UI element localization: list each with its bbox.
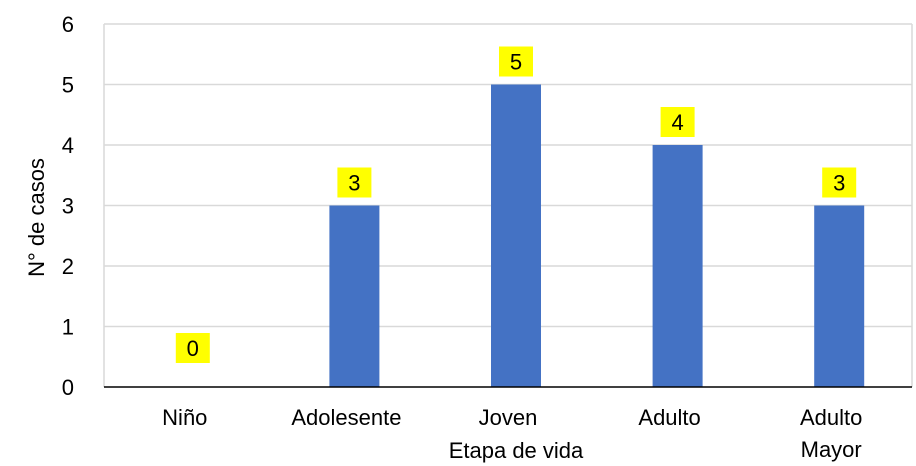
y-tick-label: 5 — [62, 73, 74, 98]
x-tick-label: Adulto Mayor — [800, 405, 862, 462]
bar — [491, 84, 541, 387]
x-tick-label: Adolesente — [291, 405, 401, 430]
data-label-background — [337, 167, 372, 198]
x-axis-title: Etapa de vida — [449, 438, 584, 463]
data-label-background — [660, 107, 695, 137]
data-label-background — [175, 333, 210, 363]
data-label-value: 0 — [187, 336, 199, 361]
data-label-value: 3 — [348, 171, 360, 196]
bar — [329, 205, 380, 387]
bar — [814, 205, 865, 387]
data-label: 3 — [337, 167, 372, 198]
y-tick-label: 4 — [62, 133, 74, 158]
data-label-value: 4 — [671, 110, 683, 135]
data-label-background — [822, 167, 857, 198]
data-label-value: 3 — [833, 171, 845, 196]
y-tick-label: 0 — [62, 375, 74, 400]
bar — [652, 145, 703, 387]
x-axis-ticks: Niño Adolesente Joven Adulto Adulto Mayor — [162, 405, 862, 462]
y-tick-label: 6 — [62, 12, 74, 37]
x-tick-label: Joven — [479, 405, 538, 430]
data-label-background — [499, 46, 533, 77]
y-axis-title: N° de casos — [24, 158, 49, 277]
x-tick-label: Adulto — [638, 405, 700, 430]
bars — [329, 84, 865, 387]
y-axis-ticks: 0 1 2 3 4 5 6 — [62, 12, 74, 400]
data-label: 0 — [175, 333, 210, 363]
data-labels: 0 3 5 4 3 — [175, 46, 857, 363]
x-tick-label: Niño — [162, 405, 207, 430]
y-tick-label: 3 — [62, 194, 74, 219]
data-label: 4 — [660, 107, 695, 137]
y-tick-label: 2 — [62, 254, 74, 279]
data-label: 3 — [822, 167, 857, 198]
data-label-value: 5 — [510, 50, 522, 75]
y-tick-label: 1 — [62, 315, 74, 340]
data-label: 5 — [499, 46, 533, 77]
